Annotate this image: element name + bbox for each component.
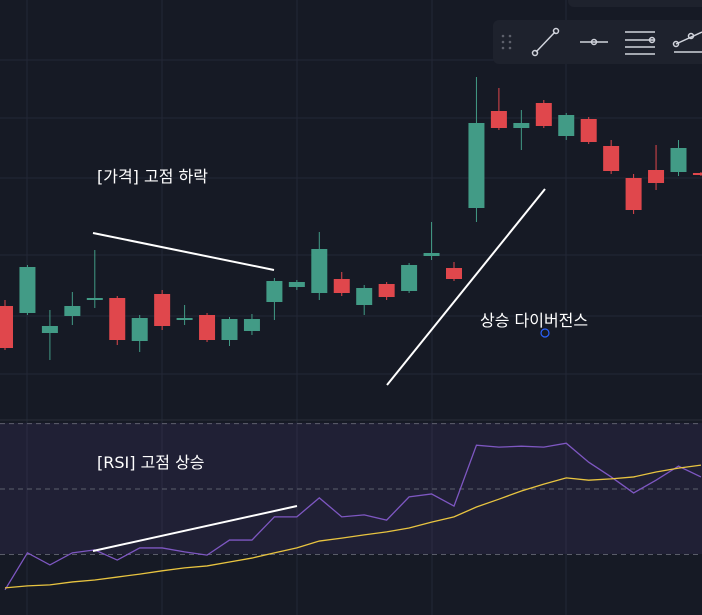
candle-body — [199, 315, 216, 340]
line-series — [4, 442, 702, 591]
candle-body — [446, 268, 462, 279]
trend-line-tool[interactable] — [531, 27, 560, 57]
candle-body — [625, 178, 642, 210]
candle-body — [19, 267, 36, 313]
candle-body — [64, 306, 81, 316]
candle-body — [86, 298, 103, 300]
candle-body — [378, 284, 395, 297]
candle-body — [266, 281, 283, 302]
candle-body — [288, 282, 305, 287]
candle-body — [580, 119, 597, 142]
candle-body — [0, 306, 13, 348]
annotation: [가격] 고점 하락 — [97, 167, 208, 186]
annotation: [RSI] 고점 상승 — [97, 453, 205, 472]
candle-body — [401, 265, 418, 291]
candle-body — [603, 146, 620, 171]
candle-body — [356, 288, 373, 305]
candle-body — [41, 326, 58, 333]
candle-body — [176, 318, 193, 320]
candle-body — [423, 253, 440, 256]
candle-body — [468, 123, 485, 208]
horizontal-ray-tool[interactable] — [580, 38, 608, 46]
candle-body — [333, 279, 350, 293]
candle-body — [154, 294, 171, 326]
candle-body — [131, 318, 148, 341]
parallel-lines-tool[interactable] — [625, 31, 656, 55]
candle-body — [221, 319, 238, 340]
candle-body — [490, 111, 507, 128]
candle-body — [558, 115, 575, 136]
candle-body — [670, 148, 687, 172]
drawing-toolbar — [493, 0, 702, 64]
trend-lines — [92, 188, 550, 552]
candle-body — [692, 173, 702, 175]
candle-body — [648, 170, 665, 183]
candle-body — [243, 319, 260, 331]
candle-body — [109, 298, 126, 340]
candle-body — [311, 249, 328, 293]
line-series — [4, 464, 702, 589]
candle-body — [535, 103, 552, 126]
candle-body — [513, 123, 530, 128]
annotation: 상승 다이버전스 — [480, 311, 588, 330]
rsi-band — [0, 423, 702, 554]
fib-tool[interactable] — [672, 31, 702, 53]
